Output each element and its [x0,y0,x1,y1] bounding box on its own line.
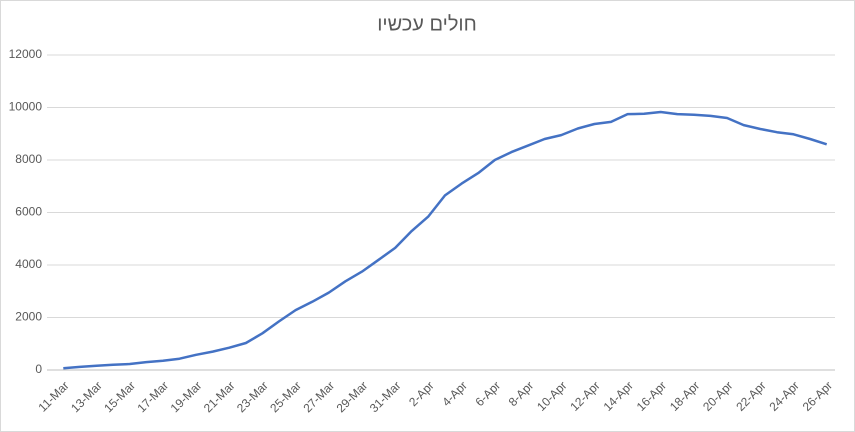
y-tick-label: 0 [35,362,42,376]
y-tick-label: 12000 [9,47,43,61]
y-tick-label: 2000 [15,310,42,324]
y-tick-label: 4000 [15,257,42,271]
data-line [63,110,828,370]
y-tick-label: 8000 [15,152,42,166]
chart-title: חולים עכשיו [377,13,477,35]
y-tick-label: 6000 [15,205,42,219]
y-tick-label: 10000 [9,100,43,114]
